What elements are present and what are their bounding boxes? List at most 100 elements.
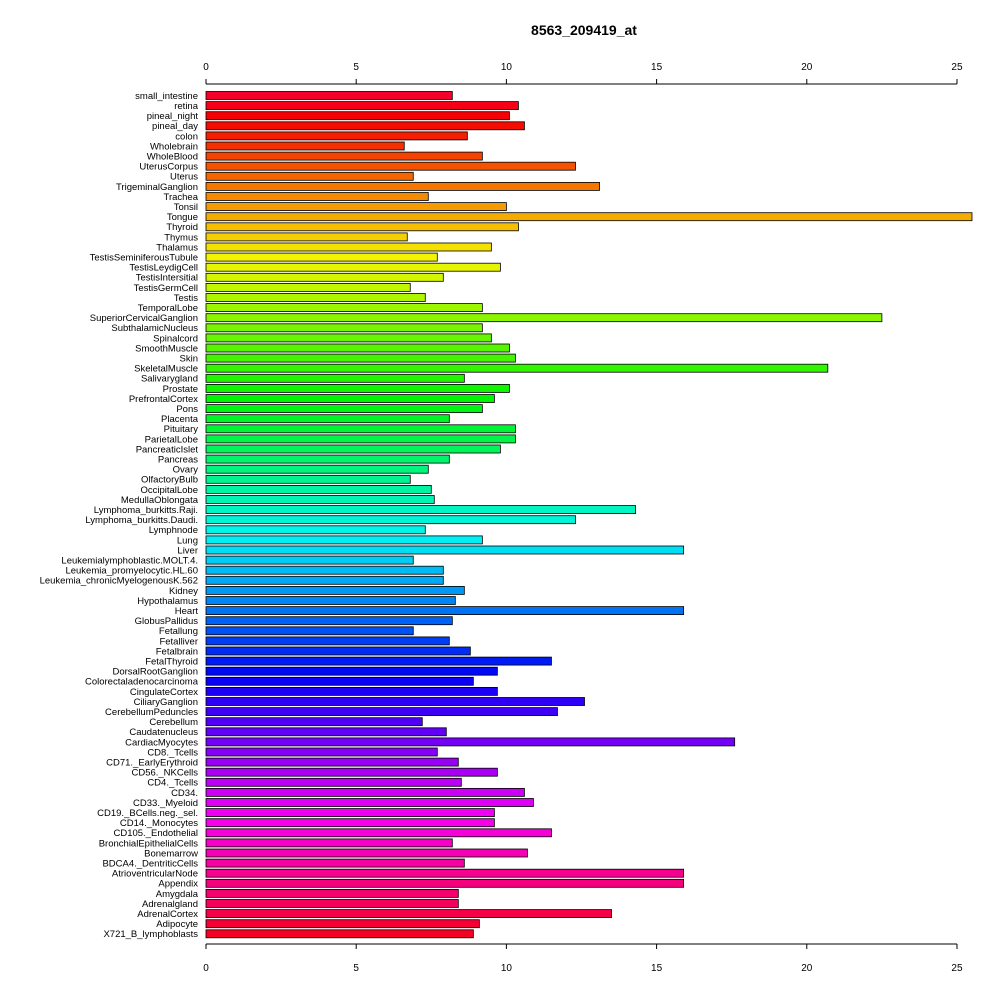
category-label: ParietalLobe	[145, 434, 198, 445]
category-label: Lymphnode	[149, 525, 198, 536]
bottom-tick-label: 15	[651, 963, 663, 974]
category-label: SuperiorCervicalGanglion	[90, 313, 198, 324]
category-label: Appendix	[158, 879, 198, 890]
bar-55	[205, 646, 471, 656]
category-label: Pituitary	[164, 424, 199, 435]
category-label: CD33._Myeloid	[133, 798, 198, 809]
bar-32	[205, 414, 450, 424]
bar-6	[205, 151, 483, 161]
category-label: FetalThyroid	[145, 657, 198, 668]
category-label: Liver	[177, 545, 198, 556]
bar-13	[205, 222, 519, 232]
category-label: DorsalRootGanglion	[112, 667, 198, 678]
bar-5	[205, 141, 405, 151]
bar-49	[205, 586, 465, 595]
bar-82	[205, 919, 480, 929]
category-label: Adipocyte	[156, 919, 198, 930]
category-label: X721_B_lymphoblasts	[103, 929, 198, 940]
category-label: CiliaryGanglion	[134, 697, 198, 708]
category-label: Tongue	[167, 212, 198, 223]
category-label: Uterus	[170, 172, 198, 183]
bottom-tick-label: 5	[353, 963, 359, 974]
category-label: TemporalLobe	[138, 303, 198, 314]
category-label: small_intestine	[135, 91, 198, 102]
bar-31	[205, 404, 483, 414]
category-label: CD14._Monocytes	[120, 818, 198, 829]
category-label: TestisIntersitial	[136, 273, 198, 284]
category-label: CD105._Endothelial	[113, 828, 198, 839]
bar-3	[205, 121, 525, 131]
category-label: CerebellumPeduncles	[105, 707, 198, 718]
bar-74	[205, 838, 453, 848]
bar-47	[205, 565, 444, 575]
bar-39	[205, 484, 432, 494]
bar-67	[205, 767, 498, 777]
category-label: Pons	[176, 404, 198, 415]
bar-8	[205, 171, 414, 181]
category-label: Kidney	[169, 586, 198, 597]
bar-29	[205, 383, 510, 393]
category-label: TestisLeydigCell	[129, 263, 198, 274]
category-label: Thyroid	[166, 222, 198, 233]
bar-60	[205, 697, 585, 706]
category-label: CingulateCortex	[130, 687, 198, 698]
chart-title: 8563_209419_at	[531, 22, 637, 38]
category-label: WholeBlood	[147, 152, 198, 163]
bar-9	[205, 181, 600, 191]
bar-56	[205, 656, 552, 666]
category-label: Pancreas	[158, 455, 198, 466]
bar-62	[205, 717, 423, 727]
bars-group	[205, 91, 973, 939]
bar-80	[205, 899, 459, 908]
bar-59	[205, 687, 498, 696]
category-label: BDCA4._DentriticCells	[102, 859, 198, 870]
category-label: retina	[174, 101, 198, 112]
bar-71	[205, 808, 495, 817]
category-label: Lung	[177, 535, 198, 546]
category-label: Placenta	[161, 414, 199, 425]
category-label: Trachea	[164, 192, 199, 203]
category-label: SubthalamicNucleus	[111, 323, 198, 334]
top-tick-label: 0	[203, 62, 209, 73]
bar-12	[205, 212, 973, 222]
bar-37	[205, 464, 429, 474]
bar-52	[205, 616, 453, 626]
category-label: CD34.	[171, 788, 198, 799]
top-tick-label: 20	[801, 62, 813, 73]
category-label: Fetalbrain	[156, 646, 198, 657]
bar-83	[205, 929, 474, 939]
bar-75	[205, 848, 528, 858]
category-label: SkeletalMuscle	[134, 364, 198, 375]
category-label: Lymphoma_burkitts.Raji.	[94, 505, 198, 516]
category-label: CD4._Tcells	[147, 778, 198, 789]
category-label: Cerebellum	[149, 717, 198, 728]
bar-61	[205, 707, 558, 716]
top-tick-label: 5	[353, 62, 359, 73]
bar-58	[205, 676, 474, 686]
category-label: Salivarygland	[141, 374, 198, 385]
bar-69	[205, 788, 525, 797]
bar-51	[205, 606, 685, 615]
bar-40	[205, 495, 435, 504]
category-label: SmoothMuscle	[135, 343, 198, 354]
bar-16	[205, 252, 438, 262]
bar-19	[205, 282, 411, 292]
category-label: AtrioventricularNode	[112, 869, 198, 880]
category-label: OccipitalLobe	[140, 485, 198, 496]
bar-73	[205, 828, 552, 838]
category-label: Tonsil	[174, 202, 198, 213]
bar-26	[205, 353, 516, 363]
category-label: TestisGermCell	[134, 283, 198, 294]
bar-33	[205, 424, 516, 434]
bar-28	[205, 373, 465, 383]
category-label: TestisSeminiferousTubule	[90, 253, 198, 264]
category-label: TrigeminalGanglion	[116, 182, 198, 193]
category-label: Caudatenucleus	[129, 727, 198, 738]
bar-1	[205, 101, 519, 110]
bar-76	[205, 858, 465, 868]
category-label: PrefrontalCortex	[129, 394, 198, 405]
category-label: MedullaOblongata	[121, 495, 199, 506]
category-label: Leukemialymphoblastic.MOLT.4.	[61, 556, 198, 567]
